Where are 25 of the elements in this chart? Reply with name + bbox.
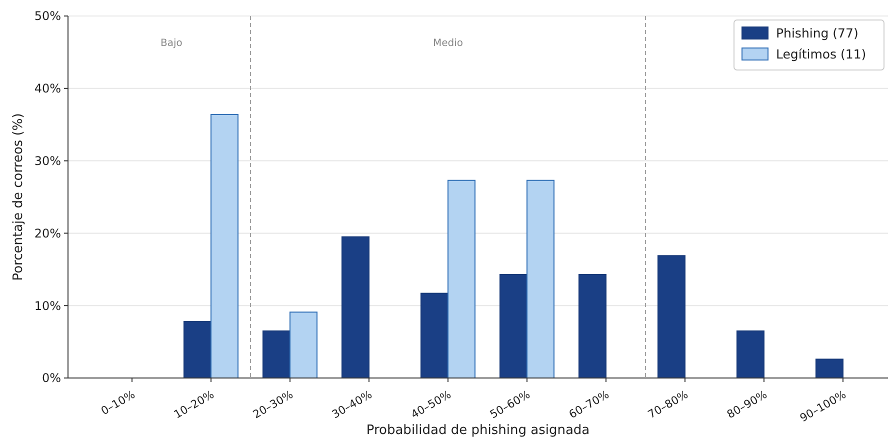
bar bbox=[420, 292, 448, 378]
y-tick-label: 10% bbox=[34, 298, 61, 313]
bar bbox=[289, 312, 318, 378]
annotation: Medio bbox=[432, 38, 463, 49]
legend-label: Phishing (77) bbox=[776, 25, 858, 40]
bar bbox=[526, 180, 554, 378]
bar bbox=[657, 255, 686, 378]
x-axis-title: Probabilidad de phishing asignada bbox=[366, 423, 590, 438]
bar bbox=[262, 330, 290, 378]
bar bbox=[341, 236, 370, 378]
y-tick-label: 0% bbox=[42, 371, 61, 386]
annotation: Bajo bbox=[160, 38, 182, 49]
y-axis-title: Porcentaje de correos (%) bbox=[11, 113, 26, 281]
bar bbox=[499, 274, 528, 378]
y-tick-label: 30% bbox=[34, 154, 61, 168]
bar bbox=[447, 180, 476, 378]
bar bbox=[578, 274, 606, 378]
y-tick-label: 40% bbox=[34, 82, 61, 96]
bar bbox=[815, 358, 844, 378]
y-tick-label: 20% bbox=[34, 226, 61, 240]
y-tick-label: 50% bbox=[34, 9, 61, 24]
legend-label: Legítimos (11) bbox=[776, 46, 866, 62]
bar bbox=[210, 114, 238, 378]
bar bbox=[736, 330, 764, 378]
bar bbox=[183, 321, 212, 378]
